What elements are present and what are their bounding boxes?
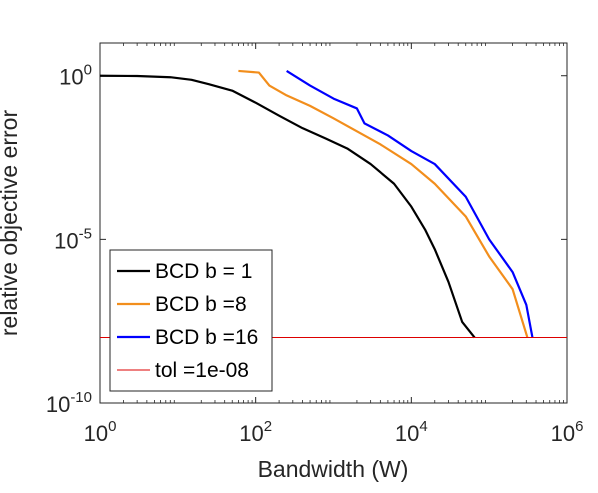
- x-tick-label: 104: [395, 418, 428, 446]
- x-tick-label: 102: [239, 418, 272, 446]
- series-line-1: [99, 74, 476, 339]
- x-tick-label: 100: [84, 418, 117, 446]
- x-axis-label: Bandwidth (W): [258, 456, 409, 482]
- series-line-3: [286, 70, 534, 338]
- legend-label-1: BCD b = 1: [155, 260, 252, 283]
- legend-label-2: BCD b =8: [155, 293, 247, 316]
- x-tick-label: 106: [551, 418, 584, 446]
- y-tick-label: 10-10: [46, 389, 92, 417]
- y-tick-labels: 100 10-5 10-10: [46, 62, 92, 417]
- legend-box: [109, 249, 273, 392]
- legend-items: BCD b = 1 BCD b =8 BCD b =16 tol =1e-08: [117, 260, 258, 382]
- y-tick-label: 10-5: [54, 225, 92, 253]
- minor-ticks: [123, 43, 564, 403]
- legend-label-4: tol =1e-08: [155, 359, 249, 382]
- series-line-2: [238, 69, 529, 338]
- y-axis-label: relative objective error: [0, 110, 22, 337]
- y-tick-label: 100: [59, 62, 92, 90]
- legend: BCD b = 1 BCD b =8 BCD b =16 tol =1e-08: [109, 249, 273, 392]
- x-tick-labels: 100 102 104 106: [84, 418, 584, 446]
- legend-label-3: BCD b =16: [155, 326, 258, 349]
